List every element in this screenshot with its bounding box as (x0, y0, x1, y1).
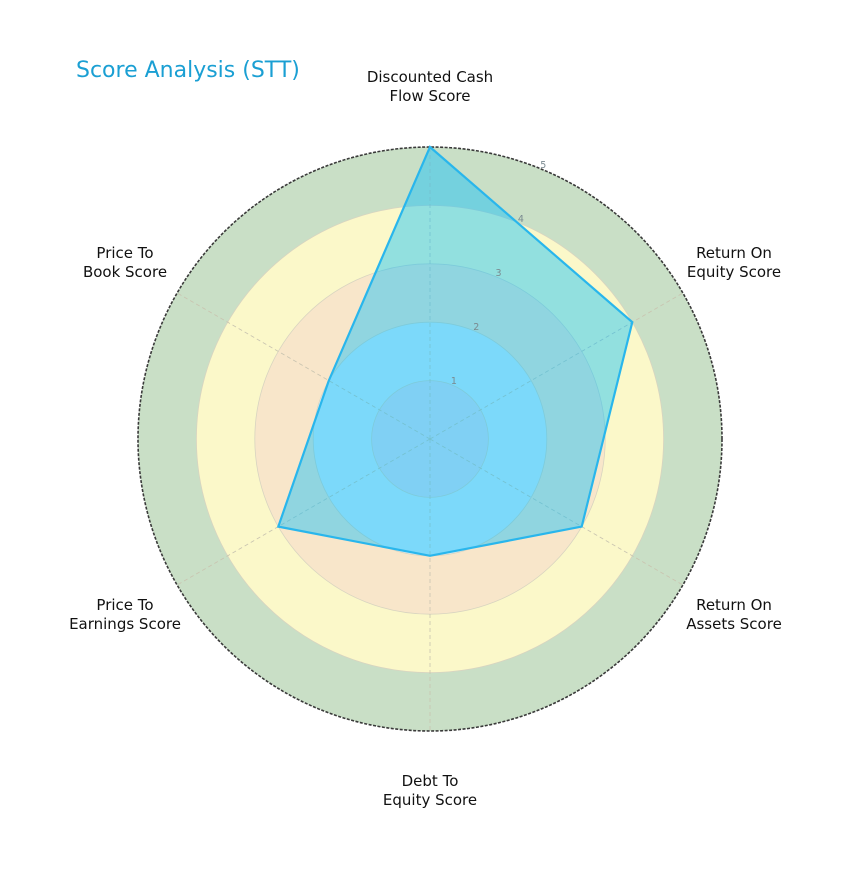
axis-label-roa: Return On Assets Score (686, 596, 782, 634)
axis-label-de: Debt To Equity Score (383, 772, 477, 810)
axis-label-line: Book Score (82, 263, 168, 281)
axis-label-line: Price To (96, 596, 154, 614)
axis-label-line: Price To (96, 244, 154, 262)
axis-label-line: Return On (696, 596, 772, 614)
radial-tick-label: 4 (518, 214, 524, 225)
axis-label-line: Return On (696, 244, 772, 262)
axis-label-line: Equity Score (686, 263, 782, 281)
axis-label-line: Flow Score (389, 87, 471, 105)
chart-title: Score Analysis (STT) (76, 58, 300, 83)
series-polygon (276, 145, 634, 557)
axis-label-line: Debt To (401, 772, 459, 790)
radial-tick-label: 2 (473, 322, 479, 333)
axis-label-line: Discounted Cash (366, 68, 494, 86)
radial-tick-label: 1 (451, 376, 457, 387)
axis-label-line: Equity Score (382, 791, 478, 809)
axis-label-line: Assets Score (686, 615, 782, 633)
axis-label-roe: Return On Equity Score (687, 244, 781, 282)
axis-label-pb: Price To Book Score (83, 244, 167, 282)
radial-tick-label: 5 (540, 160, 546, 171)
radial-tick-labels: 1 2 3 4 5 (451, 160, 546, 387)
axis-label-pe: Price To Earnings Score (69, 596, 181, 634)
radial-tick-label: 3 (496, 268, 502, 279)
axis-label-line: Earnings Score (69, 615, 181, 633)
score-polygon (276, 145, 634, 557)
axis-label-dcf: Discounted Cash Flow Score (367, 68, 493, 106)
